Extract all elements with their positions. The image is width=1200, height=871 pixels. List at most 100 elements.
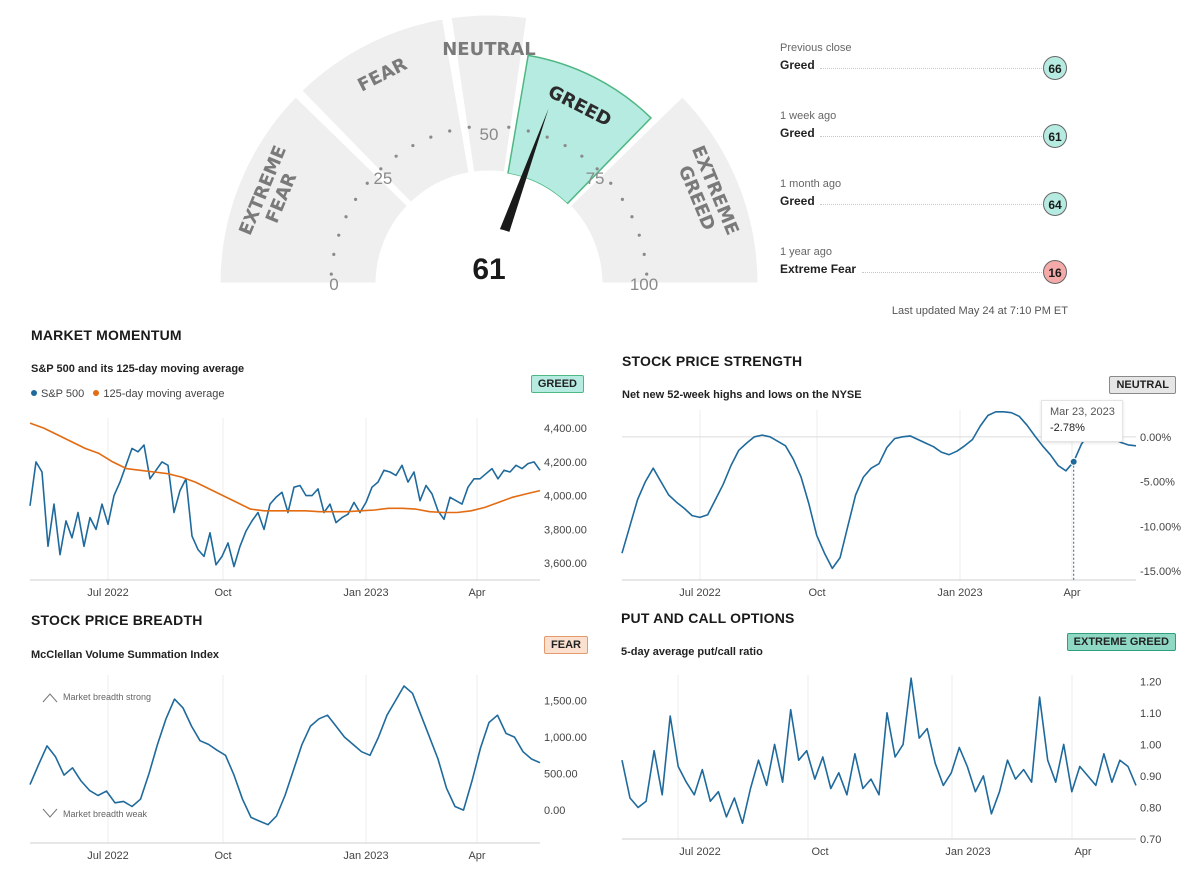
strength-subtitle: Net new 52-week highs and lows on the NY… <box>622 389 862 401</box>
series-line-1 <box>621 677 1137 824</box>
gauge-segment-label: NEUTRAL <box>442 39 536 60</box>
gauge-dot <box>637 233 641 237</box>
history-dotted-line <box>820 136 1042 137</box>
x-tick-label: Oct <box>811 846 828 858</box>
gauge-dot <box>526 129 530 133</box>
history-rating: Greed <box>780 194 815 208</box>
y-tick-label: 1.20 <box>1140 676 1161 688</box>
legend-swatch-ma <box>93 390 100 396</box>
y-tick-label: 500.00 <box>544 769 578 781</box>
gauge-dot <box>645 272 649 276</box>
history-when: 1 week ago <box>780 110 837 122</box>
gauge-dot <box>620 197 625 201</box>
gauge-dot <box>563 143 567 148</box>
momentum-title: MARKET MOMENTUM <box>31 327 182 343</box>
x-tick-label: Jul 2022 <box>87 850 129 862</box>
history-when: 1 month ago <box>780 178 842 190</box>
y-tick-label: 0.70 <box>1140 834 1161 846</box>
x-tick-label: Jul 2022 <box>87 587 129 599</box>
history-rating: Extreme Fear <box>780 262 857 276</box>
gauge-dot <box>332 252 336 256</box>
y-tick-label: 4,400.00 <box>544 423 587 435</box>
y-tick-label: 0.00 <box>544 805 565 817</box>
gauge-dot <box>353 197 358 201</box>
breadth-title: STOCK PRICE BREADTH <box>31 612 203 628</box>
gauge-needle <box>489 108 549 260</box>
series-line-2 <box>29 422 541 514</box>
history-score: 16 <box>1043 260 1067 284</box>
gauge-tick-label: 50 <box>480 125 499 144</box>
gauge-dot <box>429 135 433 139</box>
history-dotted-line <box>862 272 1042 273</box>
history-row-previous-close: Previous close Greed 66 <box>780 42 1070 110</box>
y-tick-label: 1.10 <box>1140 708 1161 720</box>
options-title: PUT AND CALL OPTIONS <box>621 610 795 626</box>
gauge-dot <box>344 215 348 219</box>
history-when: Previous close <box>780 42 852 54</box>
options-chart: Jul 2022 Oct Jan 2023 Apr 0.70 0.80 0.90 1.00 1.… <box>621 675 1161 858</box>
x-tick-label: Oct <box>214 587 231 599</box>
series-line-1 <box>29 444 541 568</box>
x-tick-label: Oct <box>808 587 825 599</box>
history-score: 66 <box>1043 56 1067 80</box>
legend-label-ma: 125-day moving average <box>103 388 225 400</box>
strength-title: STOCK PRICE STRENGTH <box>622 353 803 369</box>
fear-greed-gauge: EXTREMEFEARFEARNEUTRALGREEDEXTREMEGREED … <box>217 12 761 300</box>
history-score: 61 <box>1043 124 1067 148</box>
gauge-label-line: NEUTRAL <box>442 39 536 60</box>
breadth-subtitle: McClellan Volume Summation Index <box>31 649 220 661</box>
history-score: 64 <box>1043 192 1067 216</box>
gauge-dot <box>394 154 398 158</box>
gauge-dot <box>365 181 369 185</box>
gauge-dot <box>595 167 599 171</box>
gauge-dot <box>545 135 549 139</box>
history-rating: Greed <box>780 58 815 72</box>
gauge-dot <box>507 125 511 129</box>
x-tick-label: Oct <box>214 850 231 862</box>
y-tick-label: 4,000.00 <box>544 491 587 503</box>
y-tick-label: 1.00 <box>1140 739 1161 751</box>
gauge-tick-label: 0 <box>329 275 338 294</box>
legend-label-sp500: S&P 500 <box>41 388 85 400</box>
x-tick-label: Apr <box>1074 846 1091 858</box>
history-dotted-line <box>820 68 1042 69</box>
breadth-chart: Jul 2022 Oct Jan 2023 Apr 0.00 500.00 1,000.00… <box>29 675 587 862</box>
momentum-rating-badge: GREED <box>530 375 584 393</box>
x-tick-label: Jan 2023 <box>343 850 388 862</box>
x-tick-label: Apr <box>468 850 485 862</box>
gauge-dot <box>642 252 646 256</box>
gauge-dot <box>467 125 471 129</box>
tooltip-value: -2.78% <box>1050 422 1085 434</box>
history-dotted-line <box>820 204 1042 205</box>
breadth-strong-label: Market breadth strong <box>63 692 151 702</box>
gauge-dot <box>411 143 415 148</box>
strength-tooltip: Mar 23, 2023 -2.78% <box>1041 400 1123 442</box>
x-tick-label: Jan 2023 <box>937 587 982 599</box>
y-tick-label: -10.00% <box>1140 521 1181 533</box>
tooltip-date: Mar 23, 2023 <box>1050 406 1115 418</box>
legend-swatch-sp500 <box>31 390 37 396</box>
history-rating: Greed <box>780 126 815 140</box>
history-row-1-month: 1 month ago Greed 64 <box>780 178 1070 246</box>
gauge-dot <box>337 233 341 237</box>
y-tick-label: 0.90 <box>1140 771 1161 783</box>
gauge-dot <box>630 215 634 219</box>
breadth-weak-label: Market breadth weak <box>63 809 148 819</box>
history-list: Previous close Greed 66 1 week ago Greed… <box>780 42 1070 314</box>
history-row-1-year: 1 year ago Extreme Fear 16 <box>780 246 1070 314</box>
series-line-1 <box>621 411 1137 570</box>
y-tick-label: 1,500.00 <box>544 696 587 708</box>
gauge-dot <box>379 167 383 171</box>
y-tick-label: -5.00% <box>1140 477 1175 489</box>
gauge-dot <box>329 272 333 276</box>
x-tick-label: Jan 2023 <box>945 846 990 858</box>
gauge-score: 61 <box>472 253 505 286</box>
y-tick-label: 0.00% <box>1140 432 1171 444</box>
x-tick-label: Jul 2022 <box>679 587 721 599</box>
history-when: 1 year ago <box>780 246 832 258</box>
gauge-dots <box>329 125 649 276</box>
x-tick-label: Apr <box>468 587 485 599</box>
momentum-chart: Jul 2022 Oct Jan 2023 Apr 3,600.00 3,800.00 4,… <box>29 418 587 599</box>
x-tick-label: Apr <box>1063 587 1080 599</box>
